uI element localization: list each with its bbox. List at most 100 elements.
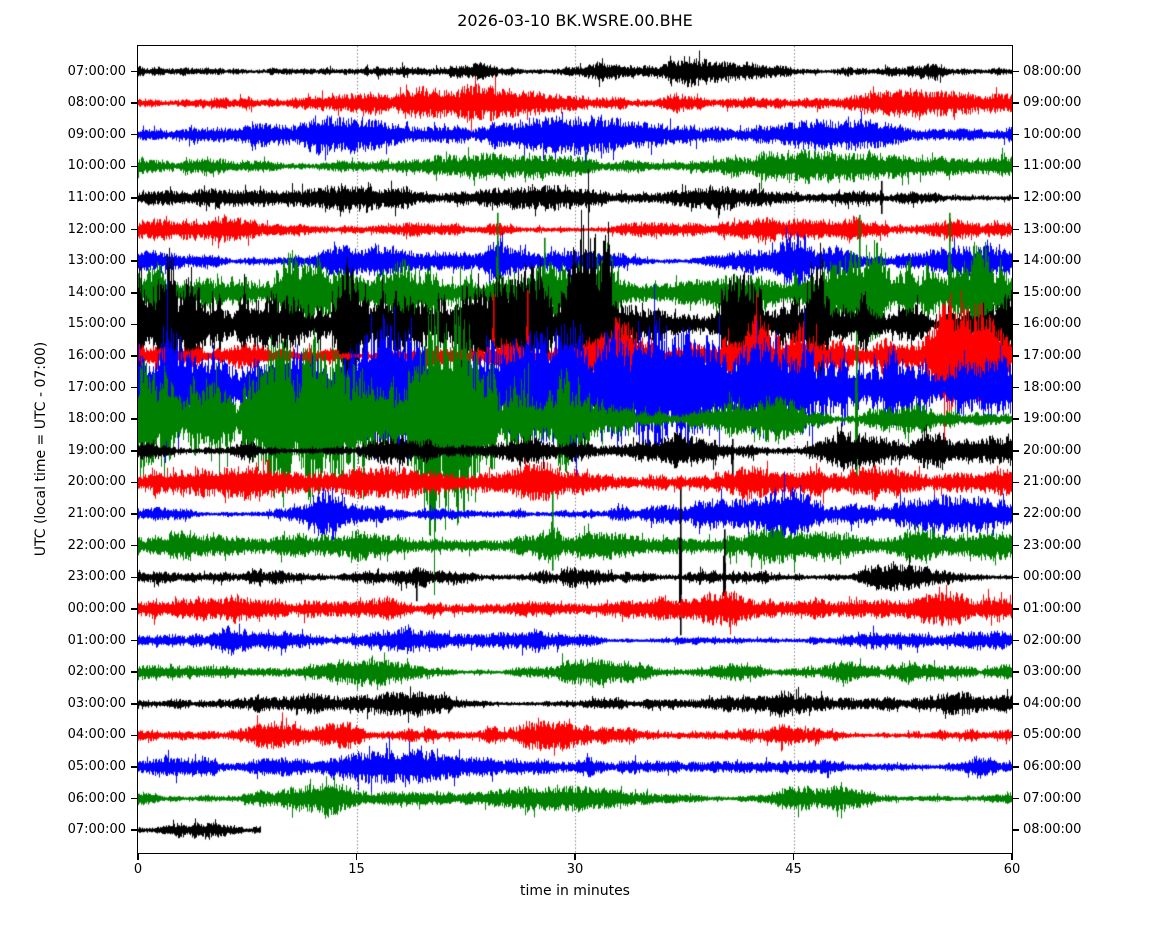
right-tick-mark — [1013, 829, 1019, 831]
utc-tick-label: 13:00:00 — [67, 253, 126, 269]
right-tick-mark — [1013, 197, 1019, 199]
utc-tick-label: 19:00:00 — [67, 442, 126, 458]
utc-tick-label: 21:00:00 — [67, 506, 126, 522]
local-tick-label: 23:00:00 — [1023, 537, 1082, 553]
right-tick-mark — [1013, 323, 1019, 326]
right-tick-mark — [1013, 450, 1019, 452]
left-tick-mark — [131, 608, 137, 610]
local-tick-label: 00:00:00 — [1023, 569, 1082, 585]
x-tick-label: 60 — [1003, 862, 1021, 877]
utc-tick-label: 12:00:00 — [67, 221, 126, 237]
left-tick-mark — [131, 829, 137, 831]
local-tick-label: 06:00:00 — [1023, 758, 1082, 774]
plot-area — [137, 45, 1013, 854]
local-tick-label: 19:00:00 — [1023, 411, 1082, 427]
local-tick-label: 05:00:00 — [1023, 727, 1082, 743]
left-tick-mark — [131, 70, 137, 73]
local-tick-label: 18:00:00 — [1023, 379, 1082, 395]
utc-tick-label: 17:00:00 — [67, 379, 126, 395]
local-tick-label: 20:00:00 — [1023, 442, 1082, 458]
left-tick-mark — [131, 355, 137, 357]
right-tick-mark — [1013, 292, 1019, 294]
utc-tick-label: 03:00:00 — [67, 695, 126, 711]
x-tick-label: 30 — [566, 862, 584, 877]
utc-tick-label: 07:00:00 — [67, 63, 126, 79]
left-tick-mark — [131, 197, 137, 199]
right-tick-mark — [1013, 355, 1019, 357]
x-tick-label: 45 — [785, 862, 802, 877]
left-tick-mark — [131, 797, 137, 800]
right-tick-mark — [1013, 703, 1019, 705]
utc-tick-label: 11:00:00 — [67, 189, 126, 205]
right-tick-mark — [1013, 228, 1019, 231]
left-tick-mark — [131, 513, 137, 515]
left-tick-mark — [131, 260, 137, 262]
x-tick-mark — [1011, 854, 1013, 860]
right-tick-mark — [1013, 766, 1019, 768]
right-tick-mark — [1013, 102, 1019, 104]
local-tick-label: 03:00:00 — [1023, 664, 1082, 680]
utc-tick-label: 00:00:00 — [67, 600, 126, 616]
utc-tick-label: 01:00:00 — [67, 632, 126, 648]
utc-tick-label: 23:00:00 — [67, 569, 126, 585]
left-tick-mark — [131, 734, 137, 737]
local-tick-label: 11:00:00 — [1023, 158, 1082, 174]
utc-tick-label: 04:00:00 — [67, 727, 126, 743]
utc-tick-label: 08:00:00 — [67, 95, 126, 111]
utc-tick-label: 05:00:00 — [67, 758, 126, 774]
x-tick-mark — [792, 854, 795, 860]
left-tick-mark — [131, 165, 137, 168]
local-tick-label: 13:00:00 — [1023, 221, 1082, 237]
local-tick-label: 01:00:00 — [1023, 600, 1082, 616]
utc-tick-label: 10:00:00 — [67, 158, 126, 174]
utc-tick-label: 18:00:00 — [67, 411, 126, 427]
utc-tick-label: 07:00:00 — [67, 822, 126, 838]
right-tick-mark — [1013, 418, 1019, 420]
local-tick-label: 10:00:00 — [1023, 126, 1082, 142]
right-tick-mark — [1013, 481, 1019, 484]
x-tick-label: 15 — [348, 862, 365, 877]
utc-tick-label: 15:00:00 — [67, 316, 126, 332]
right-tick-mark — [1013, 133, 1019, 136]
right-tick-mark — [1013, 70, 1019, 73]
left-tick-mark — [131, 133, 137, 136]
utc-tick-label: 09:00:00 — [67, 126, 126, 142]
local-tick-label: 21:00:00 — [1023, 474, 1082, 490]
page-title: 2026-03-10 BK.WSRE.00.BHE — [457, 11, 693, 30]
utc-tick-label: 06:00:00 — [67, 790, 126, 806]
right-tick-mark — [1013, 639, 1019, 642]
right-tick-mark — [1013, 608, 1019, 610]
left-tick-mark — [131, 102, 137, 104]
utc-tick-label: 02:00:00 — [67, 664, 126, 680]
left-tick-mark — [131, 292, 137, 294]
local-tick-label: 08:00:00 — [1023, 63, 1082, 79]
x-axis-label: time in minutes — [520, 883, 630, 899]
right-tick-mark — [1013, 513, 1019, 515]
local-tick-label: 02:00:00 — [1023, 632, 1082, 648]
left-tick-mark — [131, 450, 137, 452]
left-tick-mark — [131, 671, 137, 673]
local-tick-label: 16:00:00 — [1023, 316, 1082, 332]
utc-tick-label: 16:00:00 — [67, 348, 126, 363]
utc-tick-label: 22:00:00 — [67, 537, 126, 553]
local-tick-label: 17:00:00 — [1023, 348, 1082, 363]
left-tick-mark — [131, 418, 137, 420]
right-tick-mark — [1013, 734, 1019, 737]
local-tick-label: 09:00:00 — [1023, 95, 1082, 111]
x-tick-mark — [137, 854, 139, 860]
utc-tick-label: 14:00:00 — [67, 284, 126, 300]
right-tick-mark — [1013, 386, 1019, 389]
x-tick-label: 0 — [133, 862, 143, 877]
left-tick-mark — [131, 323, 137, 326]
local-tick-label: 04:00:00 — [1023, 695, 1082, 711]
left-tick-mark — [131, 703, 137, 705]
seismogram-canvas — [138, 46, 1012, 853]
right-tick-mark — [1013, 671, 1019, 673]
local-tick-label: 12:00:00 — [1023, 189, 1082, 205]
right-tick-mark — [1013, 260, 1019, 262]
left-tick-mark — [131, 386, 137, 389]
right-tick-mark — [1013, 165, 1019, 168]
left-tick-mark — [131, 544, 137, 547]
left-tick-mark — [131, 576, 137, 579]
